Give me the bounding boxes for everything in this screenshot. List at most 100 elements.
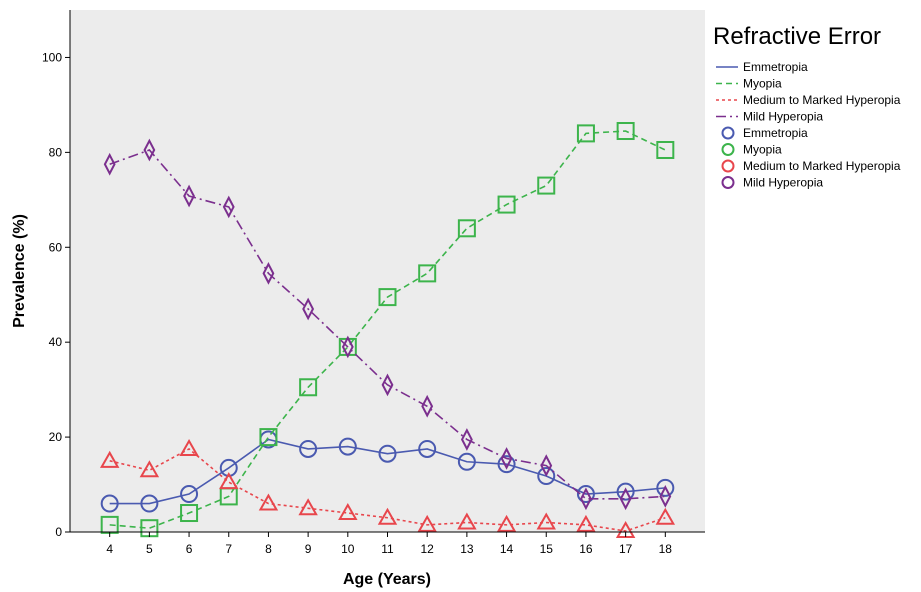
x-tick-label: 8 (265, 542, 272, 556)
data-point-mild-hyperopia (460, 428, 473, 451)
data-point-medium-to-marked-hyperopia (417, 514, 437, 532)
x-tick-label: 6 (186, 542, 193, 556)
y-tick-label: 0 (55, 525, 62, 539)
x-tick-label: 11 (381, 542, 394, 556)
y-tick-label: 20 (49, 430, 63, 444)
data-point-emmetropia (616, 482, 635, 501)
x-tick-label: 9 (305, 542, 312, 556)
legend-marker-swatch (721, 143, 735, 156)
series-mild-hyperopia (103, 138, 672, 511)
data-point-emmetropia (497, 455, 516, 474)
data-point-myopia (616, 122, 635, 141)
y-tick-label: 100 (42, 50, 62, 64)
data-point-mild-hyperopia (381, 373, 394, 397)
data-point-emmetropia (338, 437, 357, 456)
data-point-mild-hyperopia (103, 152, 116, 176)
data-point-emmetropia (299, 439, 318, 458)
data-point-myopia (378, 288, 397, 307)
data-point-emmetropia (457, 452, 476, 471)
legend-label: Medium to Marked Hyperopia (743, 159, 901, 173)
data-point-myopia (656, 140, 675, 159)
data-point-emmetropia (656, 478, 675, 497)
data-point-myopia (457, 219, 476, 238)
legend-label: Myopia (743, 77, 782, 91)
data-point-emmetropia (180, 485, 199, 504)
series-layer (99, 122, 676, 539)
series-line-myopia (109, 130, 666, 530)
data-point-medium-to-marked-hyperopia (576, 514, 596, 532)
x-tick-label: 7 (225, 542, 232, 556)
data-point-emmetropia (418, 439, 437, 458)
data-point-myopia (537, 176, 556, 195)
y-axis-ticks: 0 20 40 60 80 100 (42, 50, 70, 539)
legend-label: Emmetropia (743, 60, 808, 74)
data-point-myopia (418, 264, 437, 283)
data-point-mild-hyperopia (183, 184, 195, 208)
data-point-medium-to-marked-hyperopia (457, 512, 477, 530)
x-tick-label: 17 (619, 542, 633, 556)
legend-marker-swatch (721, 126, 735, 140)
y-tick-label: 80 (49, 145, 63, 159)
x-tick-label: 15 (540, 542, 554, 556)
x-axis-title: Age (Years) (343, 571, 431, 588)
data-point-mild-hyperopia (580, 487, 592, 511)
data-point-emmetropia (140, 494, 159, 513)
x-tick-label: 10 (341, 542, 355, 556)
legend: Refractive Error Emmetropia Myopia Medium … (713, 23, 901, 190)
data-point-mild-hyperopia (262, 262, 275, 285)
data-point-mild-hyperopia (143, 138, 156, 162)
y-tick-label: 40 (49, 335, 63, 349)
x-tick-label: 12 (421, 542, 435, 556)
data-point-mild-hyperopia (341, 335, 354, 359)
y-axis-title: Prevalence (%) (11, 214, 28, 328)
data-point-myopia (259, 428, 278, 447)
data-point-medium-to-marked-hyperopia (536, 512, 556, 530)
data-point-medium-to-marked-hyperopia (496, 514, 517, 532)
x-axis-ticks: 4 5 6 7 8 9 10 11 12 13 14 15 16 17 18 (106, 532, 672, 556)
data-point-myopia (497, 195, 516, 214)
data-point-medium-to-marked-hyperopia (377, 507, 398, 525)
data-point-medium-to-marked-hyperopia (258, 493, 279, 511)
legend-label: Myopia (743, 143, 782, 157)
legend-label: Emmetropia (743, 126, 808, 140)
data-point-emmetropia (576, 485, 595, 504)
data-point-myopia (299, 378, 318, 397)
series-line-mild-hyperopia (109, 149, 666, 500)
data-point-medium-to-marked-hyperopia (615, 521, 636, 539)
data-point-mild-hyperopia (421, 394, 434, 418)
data-point-mild-hyperopia (619, 487, 632, 511)
x-tick-label: 4 (106, 542, 113, 556)
data-point-medium-to-marked-hyperopia (219, 472, 239, 490)
legend-marker-swatch (721, 159, 735, 173)
legend-marker-swatch (721, 176, 735, 189)
data-point-myopia (180, 504, 199, 523)
data-point-emmetropia (100, 494, 119, 513)
data-point-emmetropia (537, 467, 556, 486)
data-point-medium-to-marked-hyperopia (338, 503, 358, 521)
legend-title: Refractive Error (713, 23, 881, 50)
x-tick-label: 14 (500, 542, 514, 556)
series-medium-to-marked-hyperopia (99, 438, 676, 539)
legend-label: Medium to Marked Hyperopia (743, 93, 901, 107)
data-point-medium-to-marked-hyperopia (298, 498, 318, 516)
legend-label: Mild Hyperopia (743, 110, 823, 124)
x-tick-label: 18 (659, 542, 673, 556)
data-point-medium-to-marked-hyperopia (139, 460, 160, 478)
series-line-medium-to-marked-hyperopia (109, 447, 666, 532)
series-myopia (100, 122, 675, 538)
data-point-mild-hyperopia (500, 447, 513, 470)
data-point-mild-hyperopia (302, 297, 315, 321)
data-point-mild-hyperopia (222, 195, 235, 219)
y-tick-label: 60 (49, 240, 63, 254)
data-point-medium-to-marked-hyperopia (655, 507, 676, 525)
x-tick-label: 5 (146, 542, 153, 556)
data-point-mild-hyperopia (540, 454, 553, 477)
data-point-medium-to-marked-hyperopia (179, 438, 199, 456)
x-tick-label: 16 (579, 542, 593, 556)
data-point-emmetropia (378, 444, 397, 463)
data-point-myopia (576, 124, 595, 143)
data-point-mild-hyperopia (659, 485, 672, 508)
x-tick-label: 13 (460, 542, 474, 556)
data-point-medium-to-marked-hyperopia (99, 450, 120, 468)
